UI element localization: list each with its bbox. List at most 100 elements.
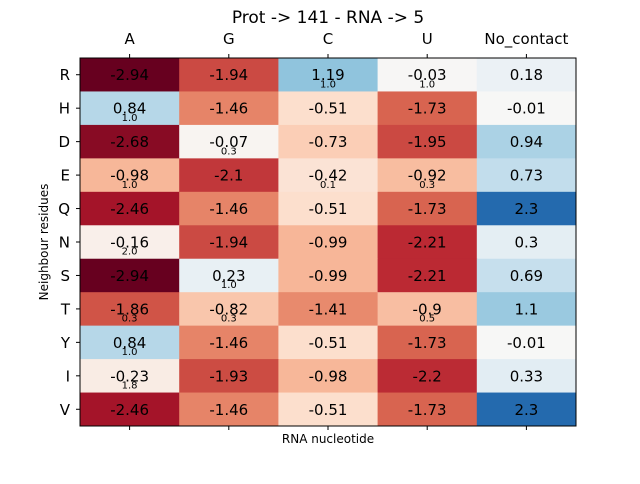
y-tick-label: Q (58, 200, 70, 218)
cell-value-label: -0.92 (408, 167, 447, 185)
cell-value-label: 0.73 (510, 167, 543, 185)
heatmap-cell (476, 58, 577, 92)
y-tick-label: Y (60, 334, 71, 352)
heatmap-cell (377, 325, 478, 360)
heatmap-cell (278, 258, 379, 293)
heatmap-cell (179, 124, 279, 159)
heatmap-cell (179, 292, 279, 327)
cell-value-label: -2.1 (214, 167, 243, 185)
cell-value-label: -2.2 (413, 367, 442, 385)
cell-annotation-label: 1.0 (320, 79, 336, 90)
x-tick-label: No_contact (484, 30, 568, 49)
cell-value-label: 0.84 (113, 334, 146, 352)
heatmap-cell (179, 258, 279, 293)
heatmap-cell (80, 58, 180, 92)
cell-value-label: 1.1 (514, 300, 538, 318)
chart-title: Prot -> 141 - RNA -> 5 (232, 8, 424, 28)
cell-value-label: -2.94 (110, 267, 149, 285)
cell-value-label: -0.03 (408, 66, 447, 84)
cell-annotation-label: 0.3 (122, 314, 138, 325)
heatmap-cell (476, 292, 577, 327)
cell-value-label: 1.19 (311, 66, 344, 84)
heatmap-cell (476, 91, 577, 126)
x-tick-label: U (422, 30, 433, 48)
cell-annotation-label: 1.0 (122, 113, 138, 124)
cell-annotation-label: 0.1 (320, 180, 336, 191)
cell-value-label: -2.21 (408, 267, 447, 285)
cell-annotation-label: 0.5 (419, 314, 435, 325)
heatmap-cell (179, 325, 279, 360)
heatmap-cell (377, 91, 478, 126)
y-tick-label: V (60, 401, 71, 419)
cell-value-label: -2.21 (408, 234, 447, 252)
cell-value-label: 0.23 (212, 267, 245, 285)
cell-value-label: -1.73 (408, 100, 447, 118)
heatmap-cell (278, 124, 379, 159)
cell-value-label: -0.9 (413, 300, 442, 318)
heatmap-cell (476, 191, 577, 226)
heatmap-cell (80, 359, 180, 394)
heatmap-cell (476, 225, 577, 260)
cell-value-label: -1.94 (209, 66, 248, 84)
cell-value-label: -0.98 (110, 167, 149, 185)
cell-value-label: -1.95 (408, 133, 447, 151)
heatmap-cell (278, 392, 379, 427)
x-tick-label: G (223, 30, 235, 48)
cell-value-label: -2.46 (110, 401, 149, 419)
cell-value-label: -1.46 (209, 200, 248, 218)
heatmap-cell (80, 325, 180, 360)
x-tick-label: A (124, 30, 135, 48)
cell-value-label: -0.01 (507, 334, 546, 352)
cell-value-label: -1.86 (110, 300, 149, 318)
cell-annotation-label: 1.0 (122, 180, 138, 191)
cell-value-label: -0.51 (309, 334, 348, 352)
y-tick-label: S (60, 267, 70, 285)
heatmap-cell (278, 225, 379, 260)
cell-annotation-label: 1.0 (419, 79, 435, 90)
cell-value-label: 0.84 (113, 100, 146, 118)
cell-annotation-label: 1.8 (122, 381, 138, 392)
cell-value-label: -0.99 (309, 234, 348, 252)
heatmap-cell (179, 91, 279, 126)
y-tick-label: D (58, 133, 70, 151)
heatmap-cell (377, 58, 478, 92)
cell-value-label: -0.51 (309, 100, 348, 118)
heatmap-cell (377, 124, 478, 159)
heatmap-cell (179, 392, 279, 427)
heatmap-cell (278, 158, 379, 193)
heatmap-cell (377, 258, 478, 293)
cell-value-label: 0.33 (510, 367, 543, 385)
cell-value-label: -1.46 (209, 334, 248, 352)
heatmap-cell (80, 292, 180, 327)
cell-value-label: -1.94 (209, 234, 248, 252)
heatmap-cell (278, 191, 379, 226)
cell-annotation-label: 0.3 (419, 180, 435, 191)
heatmap-cell (80, 392, 180, 427)
cell-value-label: 2.3 (514, 401, 538, 419)
heatmap-cell (80, 191, 180, 226)
heatmap-cell (179, 58, 279, 92)
cell-value-label: -1.41 (309, 300, 348, 318)
heatmap-cell (476, 325, 577, 360)
cell-value-label: 0.18 (510, 66, 543, 84)
cell-value-label: -0.82 (209, 300, 248, 318)
cell-value-label: -1.46 (209, 401, 248, 419)
heatmap-cell (377, 225, 478, 260)
cell-annotation-label: 1.0 (221, 280, 237, 291)
cell-value-label: -0.51 (309, 401, 348, 419)
y-axis-label: Neighbour residues (37, 184, 51, 301)
heatmap-cell (80, 158, 180, 193)
cell-value-label: -1.73 (408, 401, 447, 419)
cell-value-label: -0.99 (309, 267, 348, 285)
cell-value-label: 0.3 (514, 234, 538, 252)
cell-value-label: 0.94 (510, 133, 543, 151)
heatmap-cell (179, 191, 279, 226)
cell-value-label: -2.94 (110, 66, 149, 84)
cell-annotation-label: 0.3 (221, 314, 237, 325)
y-tick-label: N (59, 234, 70, 252)
heatmap-cell (377, 292, 478, 327)
cell-value-label: -2.46 (110, 200, 149, 218)
cell-value-label: -1.73 (408, 200, 447, 218)
y-tick-label: I (66, 367, 70, 385)
